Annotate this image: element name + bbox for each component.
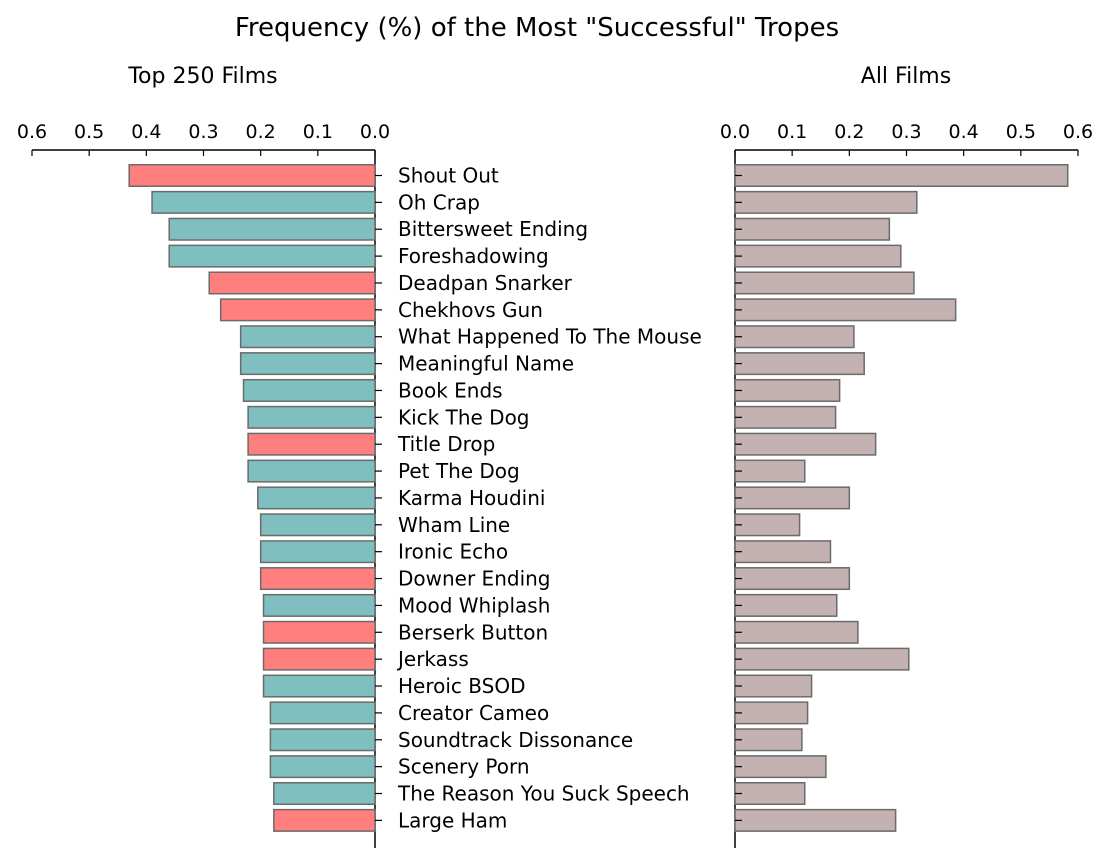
left-x-tick-label: 0.6 — [17, 121, 47, 143]
right-bar-pet-the-dog — [734, 459, 806, 483]
left-bar-deadpan-snarker — [208, 271, 376, 295]
trope-label-foreshadowing: Foreshadowing — [398, 244, 549, 268]
all-films-panel: 0.0 0.1 0.2 0.3 0.4 0.5 0.6 — [720, 121, 1093, 848]
trope-label-book-ends: Book Ends — [398, 378, 503, 402]
right-bar-bittersweet-ending — [734, 217, 891, 241]
trope-label-wham-line: Wham Line — [398, 513, 510, 537]
trope-label-the-reason-you-suck-speech: The Reason You Suck Speech — [397, 782, 690, 806]
trope-label-oh-crap: Oh Crap — [398, 190, 480, 214]
right-bar-large-ham — [734, 808, 897, 832]
left-bar-karma-houdini — [257, 486, 376, 510]
left-bar-wham-line — [259, 513, 376, 537]
trope-label-title-drop: Title Drop — [397, 432, 495, 456]
left-bar-what-happened-to-the-mouse — [239, 325, 376, 349]
left-bar-shout-out — [128, 164, 376, 187]
left-panel-title: Top 250 Films — [127, 64, 277, 89]
trope-label-shout-out: Shout Out — [398, 164, 499, 188]
right-bar-the-reason-you-suck-speech — [734, 782, 806, 806]
right-bar-shout-out — [734, 164, 1069, 187]
left-bar-chekhovs-gun — [219, 298, 376, 322]
left-bar-book-ends — [242, 378, 376, 402]
left-bar-title-drop — [247, 432, 376, 456]
left-bar-oh-crap — [151, 190, 376, 214]
right-x-tick-label: 0.2 — [834, 121, 864, 143]
right-bar-creator-cameo — [734, 701, 809, 725]
left-bar-scenery-porn — [269, 755, 376, 779]
left-bar-the-reason-you-suck-speech — [273, 782, 376, 806]
right-x-tick-label: 0.5 — [1006, 121, 1036, 143]
top-250-films-panel: 0.6 0.5 0.4 0.3 0.2 0.1 0.0 — [17, 121, 390, 848]
left-bar-creator-cameo — [269, 701, 376, 725]
right-x-tick-label: 0.1 — [777, 121, 807, 143]
right-x-tick-label: 0.4 — [949, 121, 979, 143]
trope-label-berserk-button: Berserk Button — [398, 620, 548, 644]
right-bar-ironic-echo — [734, 540, 832, 564]
trope-label-scenery-porn: Scenery Porn — [398, 755, 530, 779]
right-bar-chekhovs-gun — [734, 298, 957, 322]
trope-label-pet-the-dog: Pet The Dog — [398, 459, 520, 483]
right-bar-jerkass — [734, 647, 910, 671]
trope-label-jerkass: Jerkass — [396, 647, 469, 671]
left-bar-pet-the-dog — [247, 459, 376, 483]
left-bar-foreshadowing — [168, 244, 376, 268]
left-x-tick-label: 0.4 — [131, 121, 161, 143]
trope-label-mood-whiplash: Mood Whiplash — [398, 593, 550, 617]
trope-label-ironic-echo: Ironic Echo — [398, 540, 508, 564]
left-bar-soundtrack-dissonance — [269, 728, 376, 752]
right-bar-kick-the-dog — [734, 405, 837, 429]
left-x-tick-label: 0.2 — [246, 121, 276, 143]
left-bar-meaningful-name — [239, 352, 376, 376]
trope-label-meaningful-name: Meaningful Name — [398, 352, 574, 376]
right-bar-heroic-bsod — [734, 674, 813, 698]
trope-label-kick-the-dog: Kick The Dog — [398, 405, 530, 429]
right-bar-foreshadowing — [734, 244, 902, 268]
left-bar-berserk-button — [262, 620, 376, 644]
right-bar-deadpan-snarker — [734, 271, 915, 295]
left-bar-bittersweet-ending — [168, 217, 376, 241]
left-bar-jerkass — [262, 647, 376, 671]
chart-title: Frequency (%) of the Most "Successful" T… — [235, 13, 839, 43]
left-x-tick-label: 0.1 — [303, 121, 333, 143]
trope-label-creator-cameo: Creator Cameo — [398, 701, 549, 725]
right-bar-karma-houdini — [734, 486, 851, 510]
left-x-tick-label: 0.5 — [74, 121, 104, 143]
right-bar-soundtrack-dissonance — [734, 728, 803, 752]
right-panel-title: All Films — [861, 64, 951, 89]
right-bar-what-happened-to-the-mouse — [734, 325, 855, 349]
right-bar-mood-whiplash — [734, 593, 838, 617]
right-bar-title-drop — [734, 432, 877, 456]
trope-label-deadpan-snarker: Deadpan Snarker — [398, 271, 573, 295]
right-bar-oh-crap — [734, 190, 918, 214]
left-bar-downer-ending — [259, 567, 376, 591]
left-x-tick-label: 0.0 — [360, 121, 390, 143]
right-bar-meaningful-name — [734, 352, 865, 376]
left-bar-ironic-echo — [259, 540, 376, 564]
left-x-tick-label: 0.3 — [188, 121, 218, 143]
left-bar-kick-the-dog — [247, 405, 376, 429]
left-bar-heroic-bsod — [262, 674, 376, 698]
right-x-tick-label: 0.0 — [720, 121, 750, 143]
right-bar-downer-ending — [734, 567, 851, 591]
trope-label-karma-houdini: Karma Houdini — [398, 486, 545, 510]
right-bar-wham-line — [734, 513, 801, 537]
right-bar-berserk-button — [734, 620, 859, 644]
right-x-tick-label: 0.3 — [891, 121, 921, 143]
trope-label-heroic-bsod: Heroic BSOD — [398, 674, 525, 698]
right-bar-scenery-porn — [734, 755, 827, 779]
trope-label-bittersweet-ending: Bittersweet Ending — [398, 217, 588, 241]
trope-label-large-ham: Large Ham — [398, 808, 507, 832]
right-x-tick-label: 0.6 — [1063, 121, 1093, 143]
trope-label-chekhovs-gun: Chekhovs Gun — [398, 298, 543, 322]
left-bar-mood-whiplash — [262, 593, 376, 617]
trope-label-what-happened-to-the-mouse: What Happened To The Mouse — [398, 325, 702, 349]
trope-label-soundtrack-dissonance: Soundtrack Dissonance — [398, 728, 633, 752]
left-bar-large-ham — [273, 808, 376, 832]
right-bar-book-ends — [734, 378, 841, 402]
trope-label-downer-ending: Downer Ending — [398, 567, 551, 591]
